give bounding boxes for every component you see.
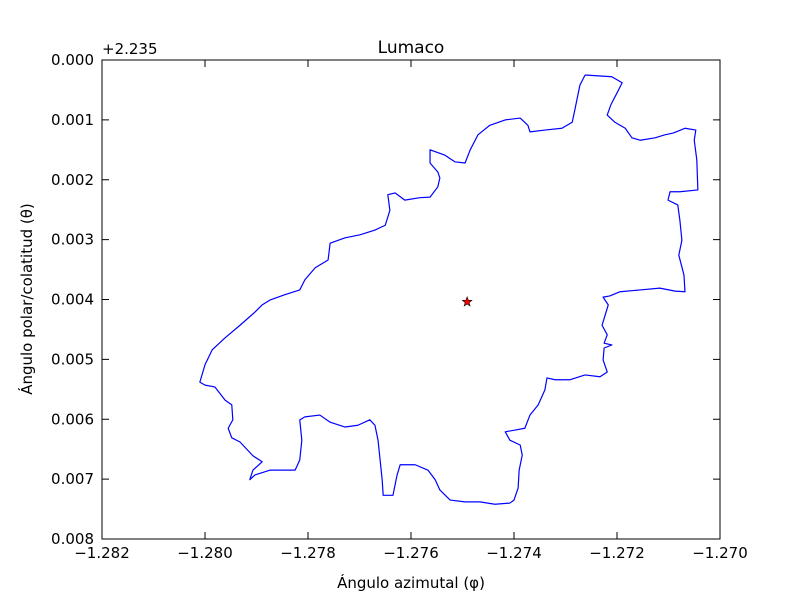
y-tick-label: 0.002 — [51, 171, 94, 189]
y-axis-label: Ángulo polar/colatitud (θ) — [17, 203, 36, 395]
y-tick-label: 0.003 — [51, 231, 94, 249]
boundary-line — [199, 74, 699, 505]
x-tick-label: −1.270 — [692, 544, 748, 562]
y-tick-label: 0.004 — [51, 291, 94, 309]
chart-title: Lumaco — [378, 38, 445, 58]
y-tick-label: 0.006 — [51, 410, 94, 428]
y-offset-text: +2.235 — [102, 40, 158, 58]
y-tick-label: 0.005 — [51, 350, 94, 368]
x-tick-label: −1.282 — [74, 544, 130, 562]
x-tick-label: −1.278 — [280, 544, 336, 562]
x-tick-label: −1.276 — [383, 544, 439, 562]
x-tick-label: −1.274 — [486, 544, 542, 562]
plot-frame — [101, 59, 721, 540]
y-tick-label: 0.008 — [51, 530, 94, 548]
y-tick-label: 0.000 — [51, 51, 94, 69]
x-tick-label: −1.280 — [177, 544, 233, 562]
x-tick-label: −1.272 — [589, 544, 645, 562]
x-axis-label: Ángulo azimutal (φ) — [337, 573, 485, 592]
y-tick-label: 0.007 — [51, 470, 94, 488]
center-marker — [461, 296, 473, 307]
y-tick-label: 0.001 — [51, 111, 94, 129]
